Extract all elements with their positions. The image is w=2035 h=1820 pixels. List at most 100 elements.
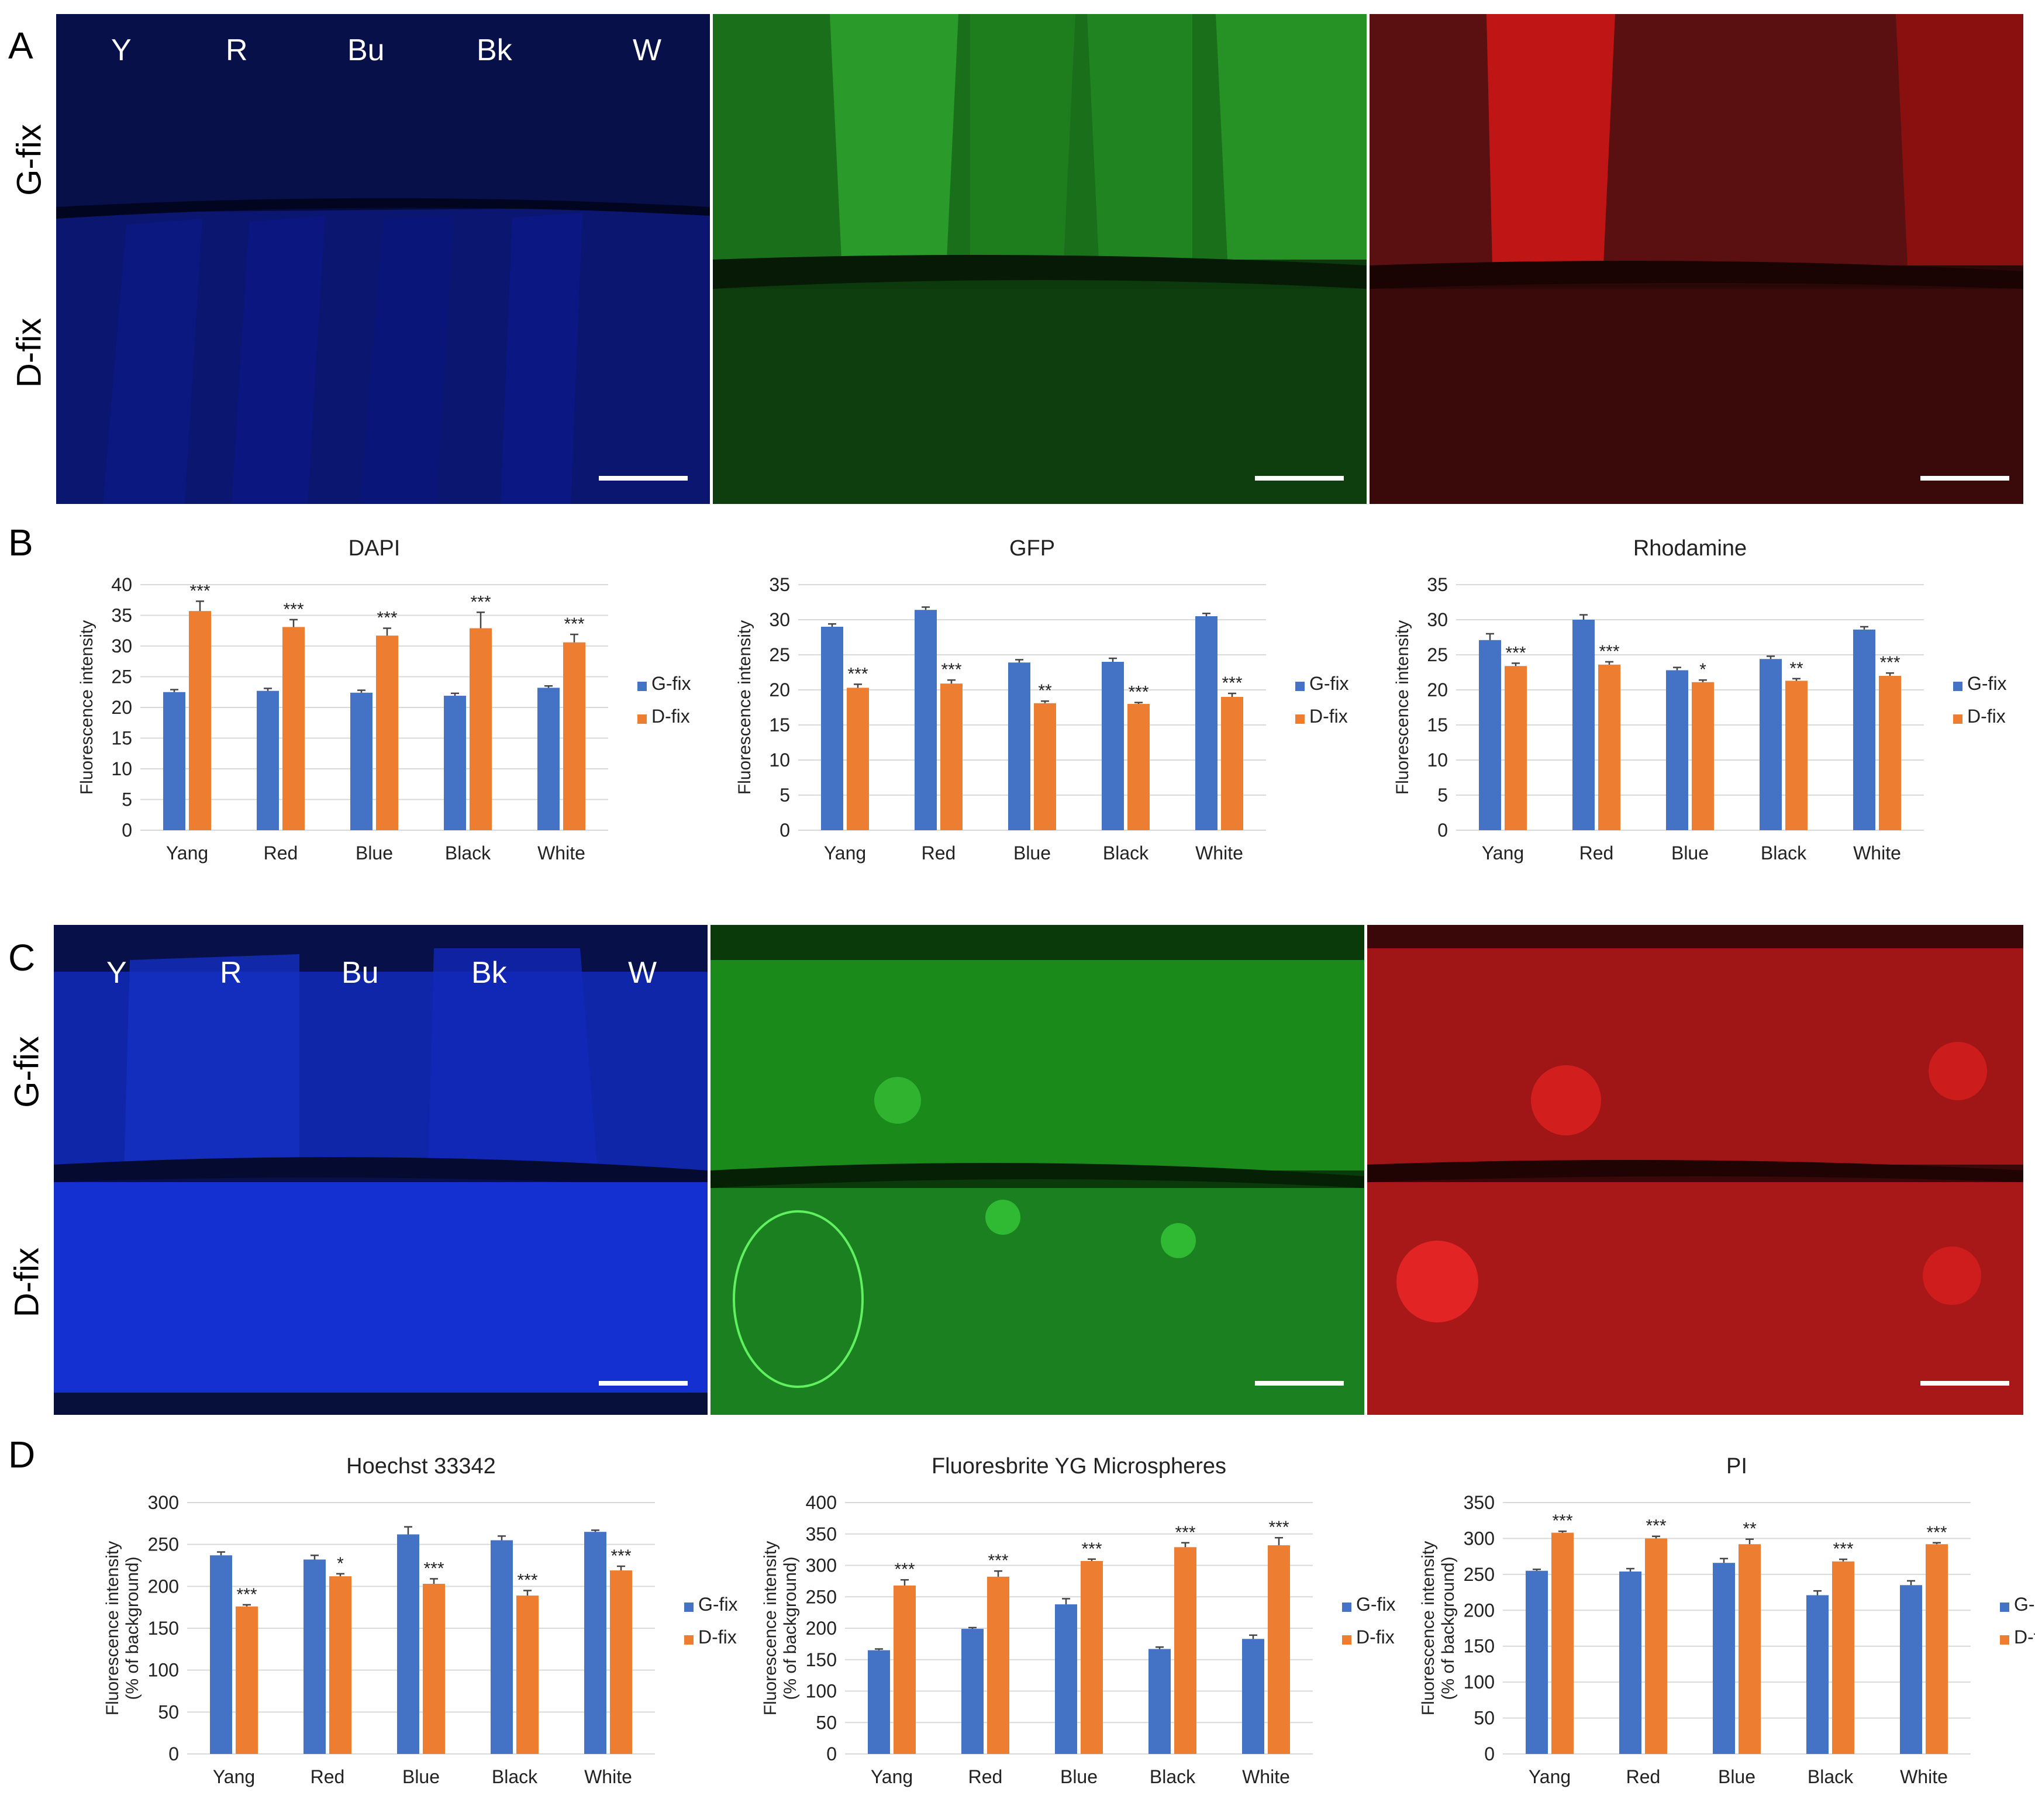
x-tick-label: Black	[445, 842, 491, 864]
significance-label: **	[1038, 681, 1052, 700]
significance-label: ***	[189, 581, 210, 600]
significance-label: ***	[470, 592, 491, 612]
scale-bar	[1255, 476, 1344, 481]
legend-label: G-fix	[1967, 673, 2007, 694]
col-label-a-r: R	[226, 33, 248, 67]
y-tick-label: 200	[148, 1576, 179, 1597]
bar-dfix	[329, 1576, 351, 1754]
x-tick-label: Blue	[1060, 1766, 1098, 1787]
panel-label-d: D	[8, 1434, 36, 1476]
y-tick-label: 35	[111, 605, 132, 626]
row-label-c-dfix: D-fix	[8, 1247, 46, 1318]
bar-gfix	[1055, 1604, 1077, 1754]
x-tick-label: Black	[1150, 1766, 1196, 1787]
chart-title: Hoechst 33342	[346, 1454, 496, 1479]
x-tick-label: Red	[311, 1766, 345, 1787]
bar-dfix	[847, 688, 869, 830]
bar-gfix	[1242, 1639, 1264, 1754]
bar-gfix	[1195, 616, 1217, 830]
bar-dfix	[1879, 676, 1901, 830]
y-tick-label: 20	[1427, 679, 1448, 700]
significance-label: ***	[283, 600, 303, 619]
y-tick-label: 250	[1464, 1564, 1495, 1585]
x-tick-label: Black	[1808, 1766, 1854, 1787]
bar-gfix	[1008, 662, 1030, 830]
y-tick-label: 400	[806, 1492, 837, 1513]
bar-gfix	[397, 1534, 419, 1754]
col-label-a-bu: Bu	[347, 33, 385, 67]
y-tick-label: 10	[1427, 750, 1448, 771]
legend-label: G-fix	[651, 673, 691, 694]
significance-label: ***	[847, 664, 868, 683]
bar-gfix	[584, 1532, 606, 1754]
y-tick-label: 300	[1464, 1528, 1495, 1549]
bar-gfix	[961, 1629, 984, 1754]
y-axis-label: Fluorescence intensity	[735, 620, 754, 795]
legend-label: G-fix	[698, 1594, 738, 1615]
bar-gfix	[915, 610, 937, 830]
bar-dfix	[1832, 1561, 1854, 1754]
significance-label: ***	[1833, 1539, 1853, 1559]
bar-gfix	[537, 688, 560, 830]
y-tick-label: 250	[806, 1586, 837, 1607]
panel-label-b: B	[8, 522, 33, 564]
col-label-c-bk: Bk	[471, 956, 507, 990]
bar-dfix	[940, 683, 963, 830]
bar-gfix	[491, 1540, 513, 1754]
x-tick-label: Black	[1761, 842, 1807, 864]
scale-bar	[1920, 476, 2009, 481]
legend-swatch	[1953, 682, 1962, 691]
legend-swatch	[2000, 1635, 2009, 1645]
chart-gfp-svg: GFP 0 5 10 15 20 25 30 35 Fluorescence intensity *…	[735, 536, 1349, 864]
y-tick-label: 5	[122, 789, 132, 810]
y-tick-label: 15	[769, 714, 790, 735]
y-tick-label: 0	[122, 820, 132, 841]
bar-gfix	[1666, 670, 1688, 830]
col-label-c-y: Y	[106, 956, 127, 990]
y-axis-label: Fluorescence intensity	[103, 1541, 122, 1715]
scale-bar	[1920, 1381, 2009, 1386]
y-tick-label: 100	[148, 1660, 179, 1681]
chart-title: Rhodamine	[1633, 536, 1747, 561]
x-tick-label: Blue	[1013, 842, 1051, 864]
significance-label: **	[1789, 659, 1803, 678]
micrograph-c-microspheres	[710, 925, 1364, 1415]
micrograph-c-pi	[1367, 925, 2023, 1415]
x-tick-label: Blue	[1718, 1766, 1755, 1787]
y-tick-label: 0	[1484, 1743, 1495, 1764]
bar-dfix	[1926, 1544, 1948, 1754]
chart-pi-svg: PI 0 50 100 150 200 250 300 350 Fluorescence inte…	[1419, 1454, 2035, 1787]
y-tick-label: 350	[806, 1524, 837, 1545]
x-tick-label: White	[1900, 1766, 1948, 1787]
chart-rhodamine: Rhodamine 0 5 10 15 20 25 30 35 Fluorescence inte…	[1386, 526, 2029, 906]
bar-dfix	[470, 628, 492, 830]
x-tick-label: Black	[492, 1766, 538, 1787]
legend-swatch	[1953, 714, 1962, 724]
significance-label: *	[337, 1554, 344, 1573]
significance-label: ***	[1599, 642, 1619, 661]
significance-label: ***	[1879, 653, 1900, 672]
bar-gfix	[1102, 662, 1124, 830]
y-axis-label: Fluorescence intensity	[1393, 620, 1412, 795]
chart-pi: PI 0 50 100 150 200 250 300 350 Fluorescence inte…	[1386, 1444, 2035, 1818]
scale-bar	[599, 476, 688, 481]
bar-dfix	[1174, 1547, 1196, 1754]
x-tick-label: Yang	[871, 1766, 913, 1787]
legend-swatch	[1295, 714, 1305, 724]
y-tick-label: 0	[826, 1743, 837, 1764]
chart-title: GFP	[1009, 536, 1055, 561]
bar-dfix	[1081, 1560, 1103, 1754]
bar-dfix	[516, 1595, 539, 1754]
significance-label: ***	[1505, 643, 1526, 662]
x-tick-label: White	[1242, 1766, 1290, 1787]
y-tick-label: 150	[1464, 1636, 1495, 1657]
y-tick-label: 40	[111, 574, 132, 595]
y-tick-label: 200	[806, 1618, 837, 1639]
bar-gfix	[257, 690, 279, 830]
y-axis-label: Fluorescence intensity	[761, 1541, 780, 1715]
y-tick-label: 15	[1427, 714, 1448, 735]
micrograph-c-hoechst	[54, 925, 708, 1415]
col-label-c-w: W	[628, 956, 657, 990]
legend-label: G-fix	[1356, 1594, 1396, 1615]
y-tick-label: 0	[779, 820, 790, 841]
